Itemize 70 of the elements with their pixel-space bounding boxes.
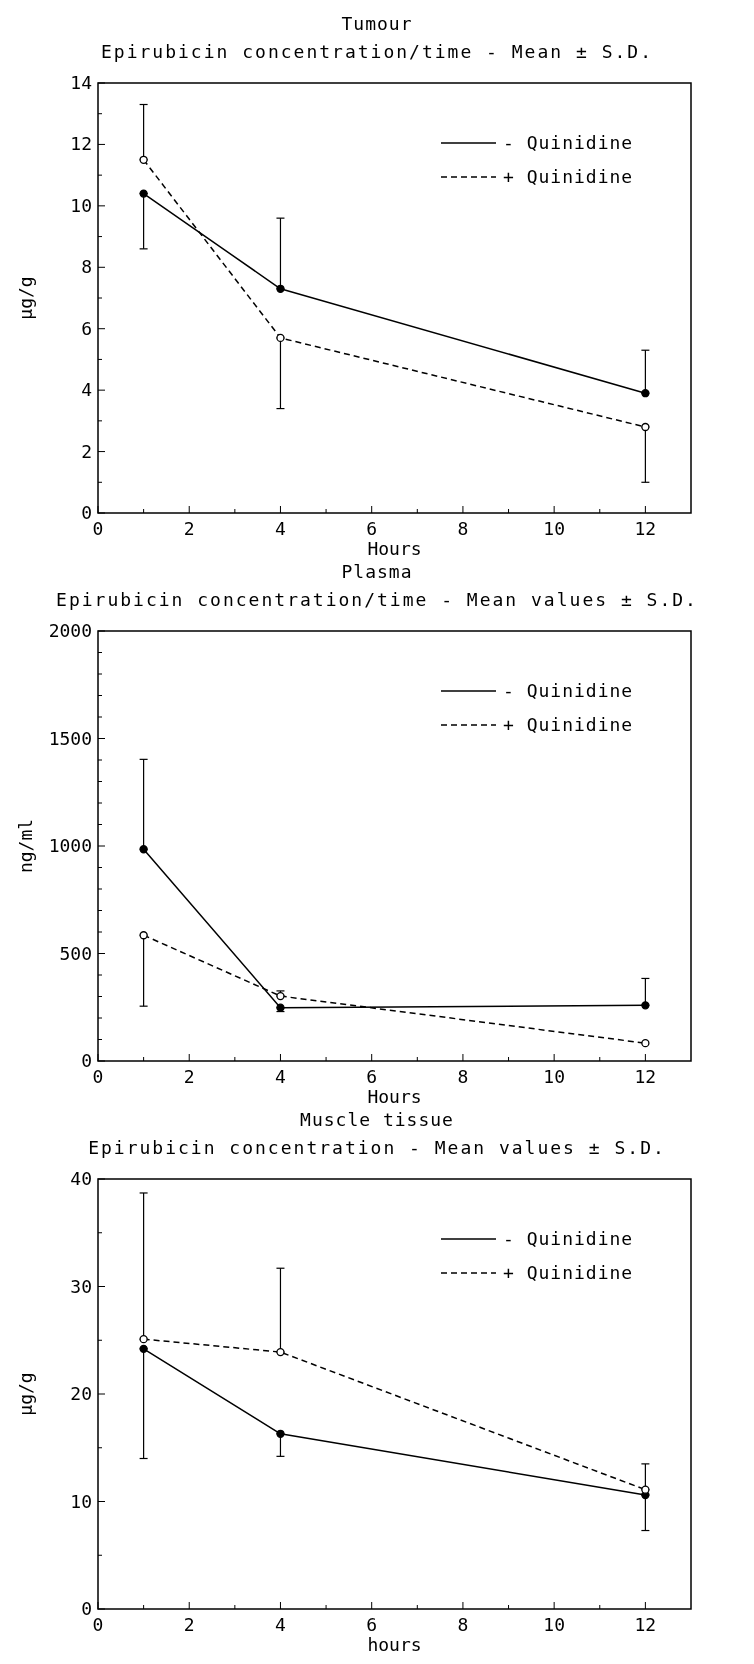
x-tick-label: 10 [543,1066,565,1087]
legend-label: + Quinidine [503,1262,634,1283]
y-tick-label: 40 [70,1168,92,1189]
y-tick-label: 4 [81,379,92,401]
x-axis-title: Hours [367,538,422,559]
point [276,333,285,343]
x-tick-label: 12 [634,1614,657,1635]
x-tick-label: 2 [183,1066,195,1087]
legend-label: - Quinidine [503,132,634,153]
y-tick-label: 0 [81,1598,92,1619]
x-tick-label: 8 [457,1614,469,1635]
x-tick-label: 6 [366,1614,378,1635]
x-tick-label: 8 [457,518,469,539]
point [641,1001,650,1010]
x-tick-label: 10 [543,518,565,539]
y-tick-label: 0 [81,1050,92,1071]
y-tick-label: 12 [70,133,92,155]
x-tick-label: 10 [543,1614,565,1635]
y-tick-label: 2 [81,440,92,462]
chart-title: Tumour [341,13,413,34]
point [276,1347,285,1357]
legend-label: + Quinidine [503,714,634,735]
x-tick-label: 12 [634,518,657,539]
x-tick-label: 4 [275,518,286,539]
x-tick-label: 4 [275,1066,286,1087]
y-tick-label: 6 [81,317,92,339]
y-tick-label: 10 [70,1490,92,1512]
y-axis-title: µg/g [15,1372,36,1416]
y-tick-label: 30 [70,1275,92,1297]
y-tick-label: 2000 [48,620,92,641]
x-axis-title: Hours [367,1086,422,1107]
point [139,1344,148,1353]
x-tick-label: 12 [634,1066,657,1087]
y-axis-title: ng/ml [15,818,36,874]
y-tick-label: 1500 [48,727,92,749]
chart-subtitle: Epirubicin concentration - Mean values ± S.D. [88,1137,666,1158]
point [276,1003,285,1012]
x-tick-label: 2 [183,518,195,539]
legend-label: - Quinidine [503,680,634,701]
point [641,1039,650,1048]
y-tick-label: 20 [70,1383,92,1404]
point [139,845,148,854]
point [139,931,148,940]
chart-subtitle: Epirubicin concentration/time - Mean values ± S.D. [56,589,698,610]
chart-title: Muscle tissue [300,1109,454,1130]
point [139,1335,148,1344]
x-tick-label: 2 [183,1614,195,1635]
x-axis-title: hours [367,1634,422,1655]
chart-title: Plasma [341,561,413,582]
x-tick-label: 8 [457,1066,469,1087]
point [641,389,650,398]
y-tick-label: 1000 [48,835,92,856]
point [276,991,285,1001]
x-tick-label: 6 [366,1066,378,1087]
point [276,1429,285,1438]
point [641,422,650,432]
y-tick-label: 10 [70,194,92,216]
point [641,1485,650,1494]
y-tick-label: 8 [81,256,92,278]
chart-subtitle: Epirubicin concentration/time - Mean ± S.D. [101,41,653,62]
y-axis-title: µg/g [15,276,36,320]
x-tick-label: 4 [275,1614,286,1635]
legend-label: - Quinidine [503,1228,634,1249]
y-tick-label: 0 [81,502,92,523]
point [276,284,285,293]
y-tick-label: 14 [70,72,92,93]
x-tick-label: 6 [366,518,378,539]
point [139,155,148,164]
legend-label: + Quinidine [503,166,634,187]
y-tick-label: 500 [59,942,92,964]
